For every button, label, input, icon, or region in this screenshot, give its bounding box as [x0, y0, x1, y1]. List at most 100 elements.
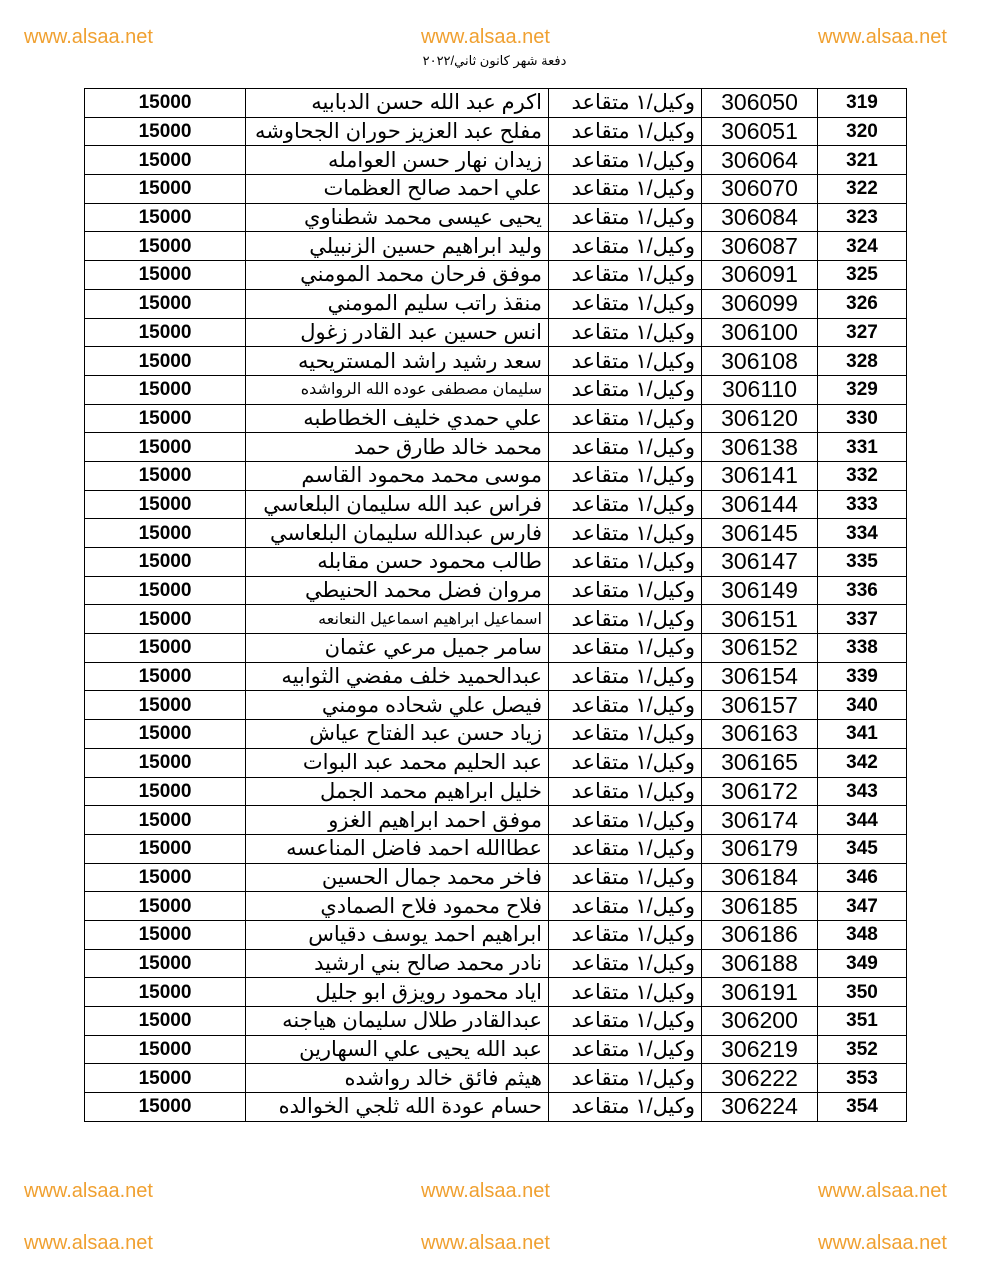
serial-cell: 344 — [817, 805, 907, 835]
id-cell: 306100 — [701, 317, 818, 348]
rank-cell: وكيل/١ متقاعد — [548, 116, 702, 147]
table-row: 321 306064 وكيل/١ متقاعد زيدان نهار حسن الع… — [84, 145, 907, 176]
table-row: 330 306120 وكيل/١ متقاعد علي حمدي خليف الخط… — [84, 403, 907, 434]
serial-cell: 320 — [817, 116, 907, 147]
id-cell: 306110 — [701, 374, 818, 405]
serial-cell: 326 — [817, 288, 907, 319]
name-cell: سعد رشيد راشد المستريحيه — [245, 346, 549, 376]
id-cell: 306141 — [701, 460, 818, 491]
name-cell: وليد ابراهيم حسين الزنبيلي — [245, 231, 549, 262]
rank-cell: وكيل/١ متقاعد — [548, 891, 702, 921]
name-cell: هيثم فائق خالد رواشده — [245, 1063, 549, 1094]
id-cell: 306174 — [701, 805, 818, 835]
amount-cell: 15000 — [84, 661, 246, 692]
serial-cell: 322 — [817, 174, 907, 204]
amount-cell: 15000 — [84, 547, 246, 577]
rank-cell: وكيل/١ متقاعد — [548, 88, 702, 118]
amount-cell: 15000 — [84, 346, 246, 376]
name-cell: مروان فضل محمد الحنيطي — [245, 575, 549, 606]
rank-cell: وكيل/١ متقاعد — [548, 547, 702, 577]
table-row: 325 306091 وكيل/١ متقاعد موفق فرحان محمد ال… — [84, 260, 907, 290]
rank-cell: وكيل/١ متقاعد — [548, 1092, 702, 1122]
name-cell: اكرم عبد الله حسن الدبابيه — [245, 88, 549, 118]
watermark-top-right: www.alsaa.net — [818, 26, 947, 48]
table-row: 335 306147 وكيل/١ متقاعد طالب محمود حسن مقا… — [84, 547, 907, 577]
id-cell: 306188 — [701, 948, 818, 979]
id-cell: 306099 — [701, 288, 818, 319]
watermark-top-center: www.alsaa.net — [421, 26, 550, 48]
serial-cell: 324 — [817, 231, 907, 262]
rank-cell: وكيل/١ متقاعد — [548, 317, 702, 348]
serial-cell: 336 — [817, 575, 907, 606]
rank-cell: وكيل/١ متقاعد — [548, 489, 702, 520]
rank-cell: وكيل/١ متقاعد — [548, 747, 702, 778]
serial-cell: 329 — [817, 374, 907, 405]
serial-cell: 339 — [817, 661, 907, 692]
rank-cell: وكيل/١ متقاعد — [548, 805, 702, 835]
table-row: 323 306084 وكيل/١ متقاعد يحيى عيسى محمد شطن… — [84, 202, 907, 233]
serial-cell: 346 — [817, 862, 907, 893]
id-cell: 306108 — [701, 346, 818, 376]
rank-cell: وكيل/١ متقاعد — [548, 919, 702, 950]
rank-cell: وكيل/١ متقاعد — [548, 1063, 702, 1094]
table-row: 329 306110 وكيل/١ متقاعد سليمان مصطفى عوده … — [84, 374, 907, 405]
rank-cell: وكيل/١ متقاعد — [548, 231, 702, 262]
amount-cell: 15000 — [84, 862, 246, 893]
id-cell: 306179 — [701, 833, 818, 864]
rank-cell: وكيل/١ متقاعد — [548, 690, 702, 721]
serial-cell: 328 — [817, 346, 907, 376]
serial-cell: 345 — [817, 833, 907, 864]
serial-cell: 354 — [817, 1092, 907, 1122]
amount-cell: 15000 — [84, 776, 246, 807]
rank-cell: وكيل/١ متقاعد — [548, 719, 702, 749]
id-cell: 306191 — [701, 977, 818, 1007]
serial-cell: 330 — [817, 403, 907, 434]
amount-cell: 15000 — [84, 948, 246, 979]
table-row: 319 306050 وكيل/١ متقاعد اكرم عبد الله حسن … — [84, 88, 907, 118]
serial-cell: 334 — [817, 518, 907, 548]
id-cell: 306087 — [701, 231, 818, 262]
table-row: 328 306108 وكيل/١ متقاعد سعد رشيد راشد المس… — [84, 346, 907, 376]
name-cell: عبد الحليم محمد عبد البوات — [245, 747, 549, 778]
amount-cell: 15000 — [84, 633, 246, 663]
table-row: 338 306152 وكيل/١ متقاعد سامر جميل مرعي عثم… — [84, 633, 907, 663]
document-title: دفعة شهر كانون ثاني/٢٠٢٢ — [422, 53, 567, 68]
name-cell: عطاالله احمد فاضل المناعسه — [245, 833, 549, 864]
rank-cell: وكيل/١ متقاعد — [548, 604, 702, 635]
serial-cell: 331 — [817, 432, 907, 462]
amount-cell: 15000 — [84, 231, 246, 262]
name-cell: علي حمدي خليف الخطاطبه — [245, 403, 549, 434]
table-row: 320 306051 وكيل/١ متقاعد مفلح عبد العزيز حو… — [84, 116, 907, 147]
id-cell: 306070 — [701, 174, 818, 204]
id-cell: 306050 — [701, 88, 818, 118]
id-cell: 306151 — [701, 604, 818, 635]
serial-cell: 321 — [817, 145, 907, 176]
table-row: 354 306224 وكيل/١ متقاعد حسام عودة الله ثلج… — [84, 1092, 907, 1122]
name-cell: محمد خالد طارق حمد — [245, 432, 549, 462]
id-cell: 306138 — [701, 432, 818, 462]
amount-cell: 15000 — [84, 1006, 246, 1036]
name-cell: فلاح محمود فلاح الصمادي — [245, 891, 549, 921]
watermark-bottom-left: www.alsaa.net — [24, 1232, 153, 1254]
watermark-middle-right: www.alsaa.net — [818, 1180, 947, 1202]
serial-cell: 349 — [817, 948, 907, 979]
id-cell: 306051 — [701, 116, 818, 147]
rank-cell: وكيل/١ متقاعد — [548, 776, 702, 807]
id-cell: 306200 — [701, 1006, 818, 1036]
id-cell: 306165 — [701, 747, 818, 778]
serial-cell: 335 — [817, 547, 907, 577]
table-row: 322 306070 وكيل/١ متقاعد علي احمد صالح العظ… — [84, 174, 907, 204]
serial-cell: 348 — [817, 919, 907, 950]
table-row: 336 306149 وكيل/١ متقاعد مروان فضل محمد الح… — [84, 575, 907, 606]
name-cell: زياد حسن عبد الفتاح عياش — [245, 719, 549, 749]
name-cell: مفلح عبد العزيز حوران الجحاوشه — [245, 116, 549, 147]
watermark-bottom-right: www.alsaa.net — [818, 1232, 947, 1254]
id-cell: 306084 — [701, 202, 818, 233]
name-cell: طالب محمود حسن مقابله — [245, 547, 549, 577]
name-cell: عبدالحميد خلف مفضي الثوابيه — [245, 661, 549, 692]
id-cell: 306064 — [701, 145, 818, 176]
id-cell: 306224 — [701, 1092, 818, 1122]
name-cell: منقذ راتب سليم المومني — [245, 288, 549, 319]
amount-cell: 15000 — [84, 919, 246, 950]
amount-cell: 15000 — [84, 260, 246, 290]
